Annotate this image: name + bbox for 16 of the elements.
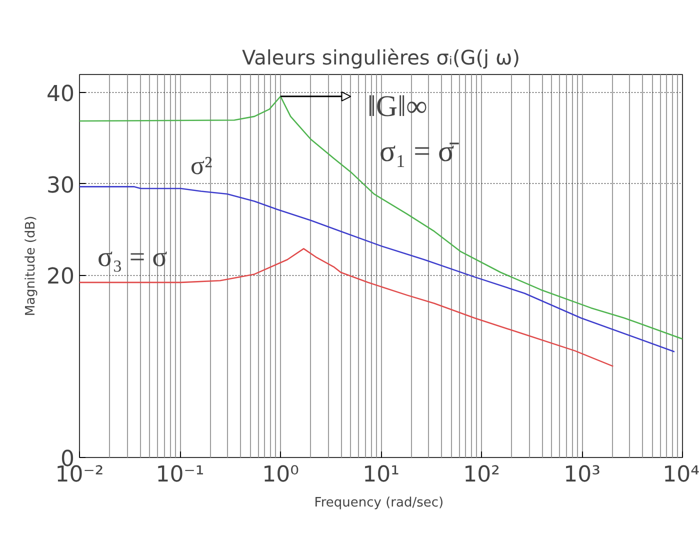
x-tick-label: 10⁻¹ [156,462,204,488]
chart-title: Valeurs singulières σᵢ(G(j ω) [242,46,520,70]
x-tick-label: 10¹ [362,462,400,488]
x-tick-label: 10³ [564,462,600,488]
y-tick-label: 30 [46,173,75,198]
annotation: σ₁ = σ̄ [380,135,460,168]
x-tick-label: 10⁴ [662,462,699,488]
y-tick-label: 40 [46,82,75,108]
x-axis-title: Frequency (rad/sec) [314,496,444,510]
annotation: σ² [190,151,213,180]
annotation: ‖G‖∞ [368,90,428,123]
x-tick-label: 10² [463,462,500,488]
y-axis-title: Magnitude (dB) [24,216,39,316]
y-tick-label: 20 [46,264,75,290]
x-tick-label: 10⁰ [262,462,300,488]
annotation: σ₃ = σ [98,242,168,273]
